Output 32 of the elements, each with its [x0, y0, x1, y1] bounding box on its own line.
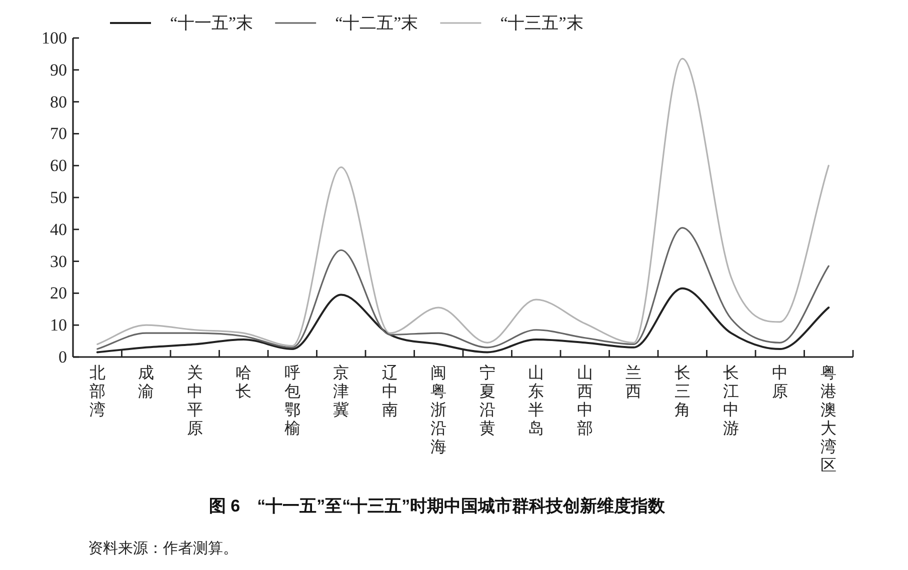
y-tick-label: 0 — [58, 348, 67, 366]
y-tick-label: 50 — [50, 188, 67, 207]
x-tick-label: 山西中部 — [576, 365, 593, 438]
y-tick-label: 40 — [50, 220, 67, 239]
y-tick-label: 70 — [50, 124, 67, 144]
y-tick-label: 60 — [50, 156, 67, 176]
legend-label: “十二五”末 — [335, 14, 418, 32]
x-tick-label: 呼包鄂榆 — [284, 365, 300, 438]
x-tick-label: 长江中游 — [723, 365, 740, 438]
y-tick-label: 20 — [50, 284, 67, 303]
y-tick-label: 100 — [42, 28, 67, 48]
x-tick-label: 宁夏沿黄 — [479, 365, 496, 438]
x-tick-label: 成渝 — [138, 365, 154, 400]
x-tick-label: 京津冀 — [333, 365, 350, 419]
x-tick-label: 闽粤浙沿海 — [430, 365, 447, 456]
y-tick-label: 80 — [50, 92, 67, 112]
x-tick-label: 北部湾 — [89, 365, 106, 419]
x-tick-label: 粤港澳大湾区 — [820, 365, 837, 474]
y-tick-label: 10 — [50, 316, 67, 335]
x-tick-label: 哈长 — [236, 365, 252, 400]
y-tick-label: 30 — [50, 252, 67, 271]
legend-label: “十三五”末 — [500, 14, 584, 32]
x-tick-label: 山东半岛 — [528, 365, 544, 438]
legend-label: “十一五”末 — [170, 14, 254, 32]
text: 资料来源：作者测算。 — [88, 540, 238, 557]
x-tick-label: 长三角 — [674, 365, 690, 419]
y-tick-label: 90 — [50, 60, 67, 80]
x-tick-label: 兰西 — [626, 365, 642, 400]
x-tick-label: 关中平原 — [186, 365, 203, 438]
x-tick-label: 中原 — [772, 365, 788, 400]
text: 图 6 “十一五”至“十三五”时期中国城市群科技创新维度指数 — [208, 496, 666, 516]
x-tick-label: 辽中南 — [382, 365, 398, 419]
